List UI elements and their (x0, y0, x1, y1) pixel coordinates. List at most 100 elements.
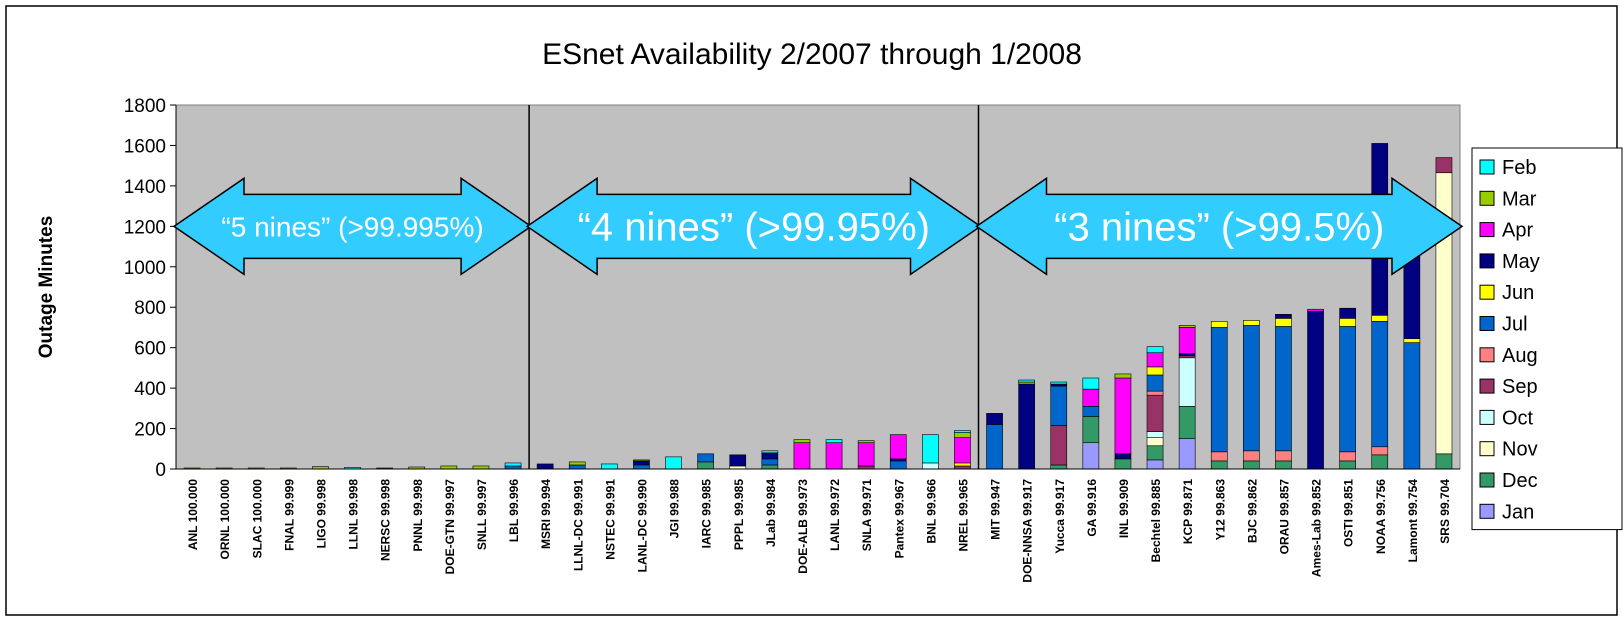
bar-segment-may (1050, 383, 1068, 387)
bar-segment-dec (1178, 406, 1196, 439)
legend-label-jan: Jan (1502, 501, 1534, 523)
legend-swatch-mar (1479, 190, 1495, 206)
bar-segment-dec (761, 464, 779, 470)
bar-segment-jul (1082, 406, 1100, 417)
x-tick-label: NSTEC 99.991 (603, 479, 617, 560)
x-tick-label: LANL 99.972 (828, 479, 842, 551)
x-tick-label: IARC 99.985 (700, 479, 714, 549)
y-tick-label: 1000 (124, 258, 166, 279)
bar-segment-may (1339, 307, 1356, 319)
bar-segment-apr (1146, 352, 1164, 368)
bar-segment-jul (761, 458, 779, 466)
bar-segment-may (536, 463, 554, 470)
bar-segment-apr (857, 442, 875, 467)
bar-segment-mar (857, 440, 875, 444)
legend-label-aug: Aug (1502, 345, 1538, 367)
bar-segment-feb (825, 439, 843, 444)
bar-segment-apr (825, 442, 843, 470)
bar-segment-jun (1403, 338, 1421, 343)
annotation-label: “5 nines” (>99.995%) (221, 211, 483, 242)
bar-segment-aug (1339, 451, 1356, 462)
bar-segment-may (1307, 310, 1324, 470)
bar-segment-jun (954, 462, 971, 467)
bar-segment-apr (889, 434, 907, 460)
bar-segment-jul (1210, 327, 1228, 453)
x-tick-label: Y12 99.863 (1213, 479, 1227, 541)
y-tick-label: 1200 (124, 217, 166, 238)
x-tick-label: SLAC 100.000 (250, 479, 264, 559)
bar-segment-feb (922, 434, 939, 464)
legend-swatch-nov (1479, 441, 1495, 457)
bar-segment-jul (697, 453, 714, 463)
bar-segment-may (1018, 383, 1035, 470)
legend-box (1471, 147, 1623, 531)
y-tick-label: 1800 (124, 96, 166, 117)
x-tick-label: LBL 99.996 (507, 479, 521, 542)
legend-swatch-aug (1479, 347, 1495, 363)
plot-area (175, 104, 1461, 470)
bar-segment-may (633, 460, 650, 466)
annotation-label: “4 nines” (>99.95%) (578, 206, 930, 250)
bar-segment-sep (1435, 157, 1453, 174)
x-tick-label: SNLA 99.971 (860, 479, 874, 552)
x-tick-label: Lamont 99.754 (1406, 479, 1420, 563)
legend-swatch-sep (1479, 378, 1495, 394)
bar-segment-apr (954, 437, 971, 464)
bar-segment-dec (1210, 460, 1228, 470)
bar-segment-apr (1307, 308, 1324, 312)
legend-swatch-oct (1479, 409, 1495, 425)
x-tick-label: Ames-Lab 99.852 (1310, 479, 1324, 577)
x-tick-label: DOE-ALB 99.973 (796, 479, 810, 574)
bar-segment-aug (1210, 451, 1228, 462)
x-tick-label: SNLL 99.997 (475, 479, 489, 550)
bar-segment-jul (1243, 325, 1260, 452)
bar-segment-jun (1371, 315, 1389, 322)
legend-swatch-may (1479, 253, 1495, 269)
legend-label-mar: Mar (1502, 188, 1537, 210)
bar-segment-aug (1146, 390, 1164, 396)
bar-segment-jul (1403, 342, 1421, 470)
bar-segment-jul (1275, 326, 1292, 452)
legend-label-jul: Jul (1502, 314, 1528, 336)
x-tick-label: INL 99.909 (1117, 479, 1131, 538)
bar-segment-may (729, 454, 747, 467)
bar-segment-dec (1435, 453, 1453, 470)
bar-segment-feb (761, 450, 779, 454)
legend-label-sep: Sep (1502, 376, 1538, 398)
bar-segment-dec (1082, 416, 1100, 444)
x-tick-label: LANL-DC 99.990 (635, 479, 649, 573)
bar-segment-aug (1275, 450, 1292, 462)
x-tick-label: NREL 99.965 (956, 479, 970, 552)
legend-label-apr: Apr (1502, 220, 1533, 242)
legend-label-feb: Feb (1502, 157, 1536, 179)
x-tick-label: BNL 99.966 (924, 479, 938, 544)
x-tick-label: Bechtel 99.885 (1149, 479, 1163, 563)
double-arrow-annotation (975, 176, 1464, 276)
bar-segment-dec (1243, 460, 1260, 470)
y-tick-label: 400 (134, 379, 166, 400)
x-tick-label: LLNL-DC 99.991 (571, 479, 585, 571)
chart-title: ESnet Availability 2/2007 through 1/2008 (542, 38, 1082, 71)
bar-segment-jul (986, 424, 1003, 470)
y-tick-label: 800 (134, 298, 166, 319)
x-tick-label: ORAU 99.857 (1277, 479, 1291, 555)
bar-segment-feb (601, 463, 618, 470)
bar-segment-mar (633, 459, 650, 462)
bar-segment-dec (697, 461, 714, 470)
bar-segment-jun (1275, 318, 1292, 327)
legend-label-nov: Nov (1502, 439, 1538, 461)
x-tick-label: MIT 99.947 (989, 479, 1003, 540)
bar-segment-jun (1243, 320, 1260, 326)
bar-segment-jan (1082, 442, 1100, 470)
x-tick-label: FNAL 99.999 (282, 479, 296, 551)
bar-segment-feb (1050, 381, 1068, 385)
y-tick-label: 1600 (124, 136, 166, 157)
legend-swatch-jul (1479, 316, 1495, 331)
bar-segment-may (1275, 313, 1292, 319)
legend-swatch-feb (1479, 159, 1495, 175)
bar-segment-oct (1178, 357, 1196, 407)
bar-segment-may (761, 452, 779, 460)
bar-segment-jul (889, 460, 907, 470)
x-tick-label: BJC 99.862 (1245, 479, 1259, 543)
